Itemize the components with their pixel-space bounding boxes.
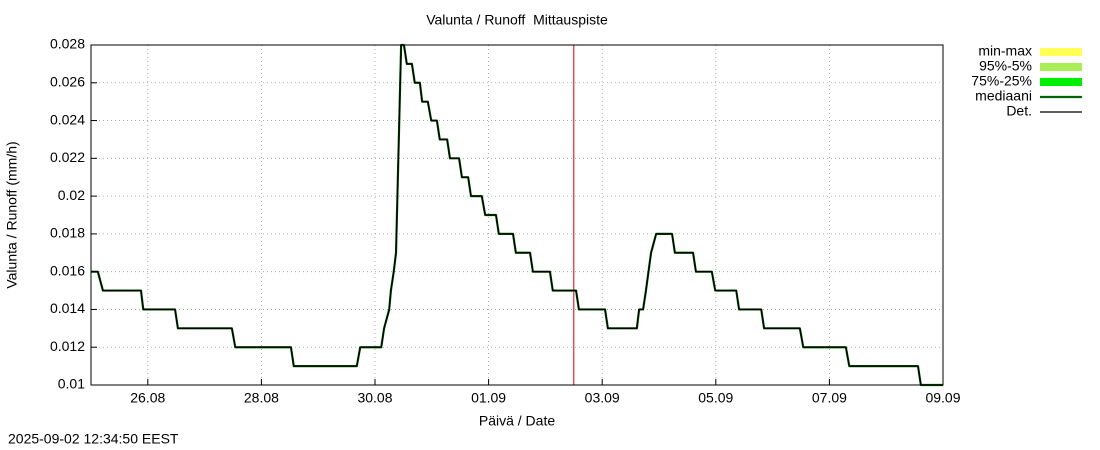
y-tick-label: 0.022 (50, 149, 85, 165)
legend-label: Det. (1006, 103, 1032, 119)
y-tick-label: 0.014 (50, 300, 85, 316)
legend-label: 75%-25% (971, 73, 1032, 89)
y-tick-label: 0.018 (50, 225, 85, 241)
x-tick-label: 28.08 (244, 390, 279, 406)
y-tick-label: 0.016 (50, 262, 85, 278)
legend-swatch (1040, 78, 1082, 86)
y-tick-label: 0.028 (50, 36, 85, 52)
x-axis-label: Päivä / Date (479, 413, 555, 429)
y-tick-label: 0.026 (50, 73, 85, 89)
x-tick-label: 03.09 (585, 390, 620, 406)
x-tick-label: 30.08 (357, 390, 392, 406)
x-tick-label: 05.09 (698, 390, 733, 406)
plot-area (91, 43, 944, 387)
series-line (91, 43, 943, 387)
legend-swatch (1040, 48, 1082, 56)
series-line (91, 44, 943, 386)
y-tick-label: 0.024 (50, 111, 85, 127)
x-tick-label: 26.08 (130, 390, 165, 406)
chart-title: Valunta / Runoff Mittauspiste (426, 12, 608, 28)
x-tick-label: 01.09 (471, 390, 506, 406)
legend-label: mediaani (975, 88, 1032, 104)
legend-swatch (1040, 63, 1082, 71)
legend-label: 95%-5% (979, 58, 1032, 74)
plot-frame (90, 44, 944, 386)
x-tick-label: 07.09 (812, 390, 847, 406)
y-tick-label: 0.01 (58, 376, 85, 392)
y-axis-label: Valunta / Runoff (mm/h) (4, 141, 20, 288)
timestamp: 2025-09-02 12:34:50 EEST (8, 431, 179, 447)
legend-label: min-max (978, 43, 1032, 59)
y-tick-label: 0.02 (58, 187, 85, 203)
x-tick-label: 09.09 (925, 390, 960, 406)
y-tick-label: 0.012 (50, 338, 85, 354)
